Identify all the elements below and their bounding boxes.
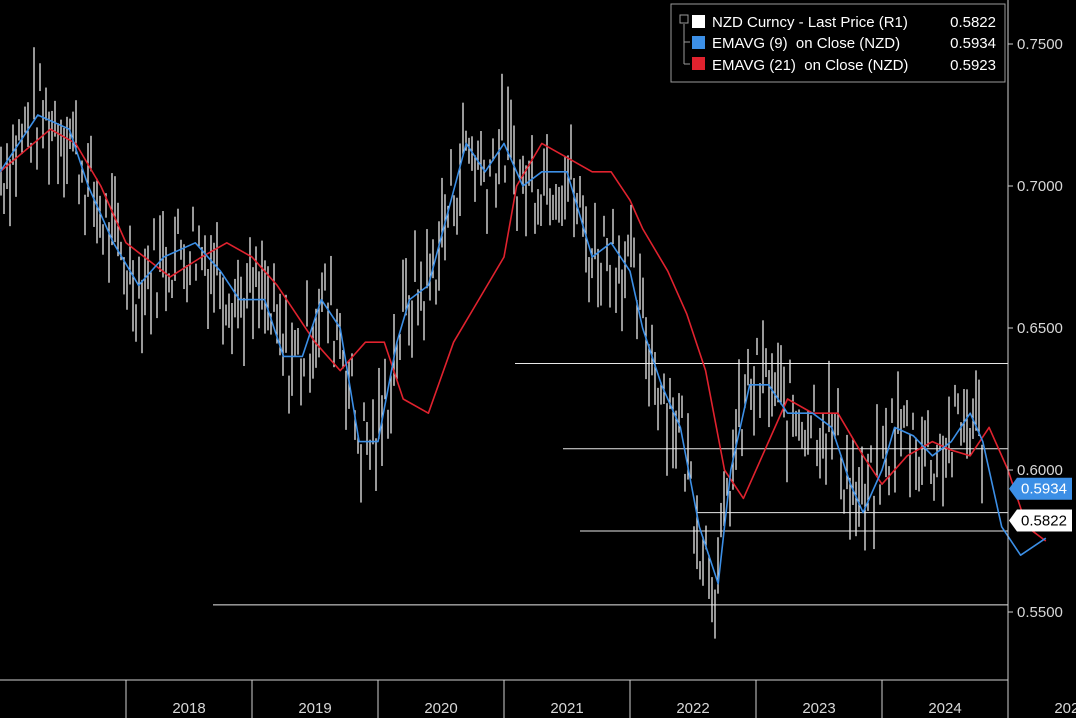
x-tick-label-6: 2024 [928, 700, 961, 717]
support-resistance-lines [213, 363, 1008, 606]
legend-swatch-ema21 [692, 57, 705, 70]
badge-0-label: 0.5934 [1021, 481, 1067, 498]
x-tick-label-2: 2020 [424, 700, 457, 717]
price-history-bars [0, 47, 983, 639]
y-tick-label-1: 0.6000 [1017, 462, 1063, 479]
legend-collapse-icon[interactable] [679, 14, 689, 24]
x-tick-label-0: 2018 [172, 700, 205, 717]
legend-label-ema21: EMAVG (21) on Close (NZD) [712, 57, 908, 74]
x-tick-label-1: 2019 [298, 700, 331, 717]
legend-value-ema9: 0.5934 [950, 35, 996, 52]
legend-value-ema21: 0.5923 [950, 57, 996, 74]
x-tick-label-7: 2025 [1054, 700, 1076, 717]
y-axis-ticks: 0.5500 0.6000 0.6500 0.7000 0.7500 [1008, 36, 1063, 621]
badge-0-shape [1009, 477, 1072, 500]
series-line-1 [0, 128, 1047, 542]
legend-swatch-last-price [692, 15, 705, 28]
badge-1-label: 0.5822 [1021, 513, 1067, 530]
badge-1-shape [1009, 509, 1072, 532]
legend-value-last-price: 0.5822 [950, 14, 996, 31]
legend-swatch-ema9 [692, 36, 705, 49]
legend-label-last-price: NZD Curncy - Last Price (R1) [712, 14, 908, 31]
y-tick-label-0: 0.5500 [1017, 604, 1063, 621]
legend-label-ema9: EMAVG (9) on Close (NZD) [712, 35, 900, 52]
y-tick-label-2: 0.6500 [1017, 320, 1063, 337]
legend: NZD Curncy - Last Price (R1) 0.5822 EMAV… [670, 3, 1006, 83]
x-tick-label-3: 2021 [550, 700, 583, 717]
series-line-0 [0, 114, 1047, 585]
legend-box [670, 3, 1006, 83]
y-tick-label-3: 0.7000 [1017, 178, 1063, 195]
x-tick-label-4: 2022 [676, 700, 709, 717]
moving-average-lines [0, 114, 1047, 585]
x-tick-label-5: 2023 [802, 700, 835, 717]
y-tick-label-4: 0.7500 [1017, 36, 1063, 53]
last-value-badges: 0.5934 0.5822 [1009, 477, 1072, 532]
x-axis-ticks: 2018 2019 2020 2021 2022 2023 2024 2025 [125, 680, 1076, 718]
